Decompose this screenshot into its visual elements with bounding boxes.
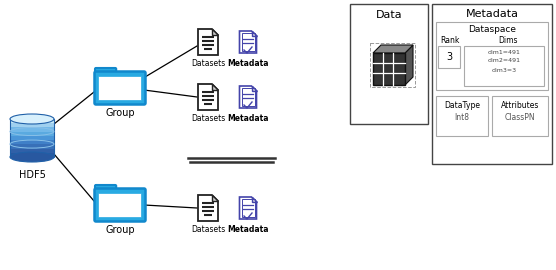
Text: Metadata: Metadata — [465, 9, 519, 19]
Polygon shape — [240, 31, 256, 53]
Polygon shape — [251, 197, 256, 202]
FancyBboxPatch shape — [10, 140, 54, 145]
Polygon shape — [240, 197, 256, 219]
Ellipse shape — [10, 152, 54, 162]
Text: Datasets: Datasets — [191, 225, 225, 234]
FancyBboxPatch shape — [95, 185, 116, 193]
Text: Int8: Int8 — [454, 113, 469, 123]
FancyBboxPatch shape — [350, 4, 428, 124]
FancyBboxPatch shape — [492, 96, 548, 136]
Polygon shape — [405, 45, 413, 85]
Polygon shape — [198, 195, 218, 221]
FancyBboxPatch shape — [98, 76, 141, 100]
Polygon shape — [251, 31, 256, 36]
Polygon shape — [373, 45, 413, 53]
FancyBboxPatch shape — [436, 22, 548, 90]
Polygon shape — [212, 84, 218, 90]
FancyBboxPatch shape — [10, 127, 54, 132]
Text: dim1=491: dim1=491 — [488, 49, 520, 55]
Text: Datasets: Datasets — [191, 114, 225, 123]
Text: Attributes: Attributes — [501, 101, 539, 110]
Text: dim2=491: dim2=491 — [488, 59, 520, 63]
Text: Metadata: Metadata — [227, 59, 269, 68]
FancyBboxPatch shape — [10, 136, 54, 141]
Polygon shape — [198, 29, 218, 55]
Text: Dataspace: Dataspace — [468, 25, 516, 34]
Text: Rank: Rank — [440, 36, 460, 45]
Text: dim3=3: dim3=3 — [492, 68, 517, 73]
Text: DataType: DataType — [444, 101, 480, 110]
Text: Group: Group — [105, 108, 135, 118]
Text: 3: 3 — [446, 52, 452, 62]
FancyBboxPatch shape — [10, 153, 54, 157]
Text: Metadata: Metadata — [227, 225, 269, 234]
Text: ClassPN: ClassPN — [505, 113, 535, 123]
FancyBboxPatch shape — [432, 4, 552, 164]
Text: Data: Data — [376, 10, 403, 20]
FancyBboxPatch shape — [10, 144, 54, 149]
FancyBboxPatch shape — [464, 46, 544, 86]
FancyBboxPatch shape — [10, 119, 54, 124]
Polygon shape — [240, 86, 256, 108]
Polygon shape — [251, 86, 256, 91]
FancyBboxPatch shape — [438, 46, 460, 68]
Ellipse shape — [10, 114, 54, 124]
FancyBboxPatch shape — [373, 53, 405, 85]
Text: Group: Group — [105, 225, 135, 235]
FancyBboxPatch shape — [10, 148, 54, 153]
Text: Metadata: Metadata — [227, 114, 269, 123]
FancyBboxPatch shape — [98, 194, 141, 218]
Text: Datasets: Datasets — [191, 59, 225, 68]
FancyBboxPatch shape — [436, 96, 488, 136]
Polygon shape — [198, 84, 218, 110]
FancyBboxPatch shape — [95, 72, 146, 104]
Text: Dims: Dims — [498, 36, 518, 45]
Polygon shape — [212, 195, 218, 201]
FancyBboxPatch shape — [95, 188, 146, 221]
FancyBboxPatch shape — [95, 68, 116, 76]
FancyBboxPatch shape — [10, 132, 54, 136]
FancyBboxPatch shape — [10, 123, 54, 128]
Text: HDF5: HDF5 — [18, 170, 46, 180]
Polygon shape — [212, 29, 218, 35]
